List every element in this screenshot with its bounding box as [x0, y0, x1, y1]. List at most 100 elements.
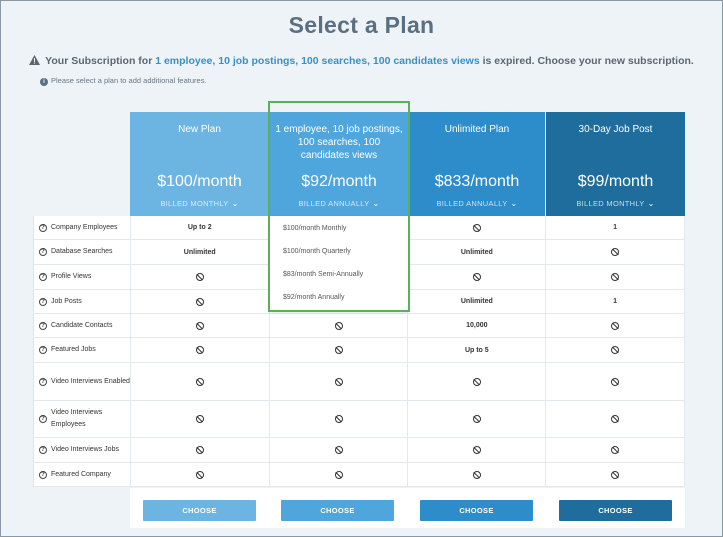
- page-title: Select a Plan: [288, 12, 435, 38]
- feature-row: ? Video Interviews Enabled: [34, 363, 685, 401]
- not-included-icon: [611, 321, 620, 330]
- feature-row: ? Video Interviews Employees: [34, 401, 685, 438]
- feature-label-text: Candidate Contacts: [51, 321, 113, 329]
- choose-button-30-day[interactable]: CHOOSE: [559, 500, 672, 521]
- not-included-icon: [611, 248, 620, 256]
- not-included-icon: [611, 470, 620, 479]
- not-included-icon: [611, 415, 620, 423]
- not-included-icon: [472, 377, 481, 386]
- billing-select-label: BILLED ANNUALLY: [436, 199, 508, 208]
- feature-cell: Unlimited: [131, 240, 270, 264]
- notice-suffix: is expired. Choose your new subscription…: [479, 55, 694, 67]
- info-icon: i: [40, 78, 48, 86]
- plan-price: $100/month: [157, 173, 242, 190]
- feature-cell: [270, 463, 409, 486]
- help-icon[interactable]: ?: [39, 321, 47, 330]
- plan-name: New Plan: [178, 124, 221, 135]
- plan-header-30-day: 30-Day Job Post $99/month BILLED MONTHLY…: [546, 112, 685, 216]
- feature-cell: [131, 314, 270, 337]
- subscription-notice: Your Subscription for 1 employee, 10 job…: [0, 55, 723, 67]
- feature-label-text: Featured Company: [51, 470, 111, 478]
- billing-select-label: BILLED ANNUALLY: [298, 199, 370, 208]
- feature-cell: [546, 438, 685, 462]
- notice-prefix: Your Subscription for: [45, 55, 156, 67]
- feature-label: ? Video Interviews Jobs: [34, 438, 131, 462]
- help-icon[interactable]: ?: [39, 297, 47, 306]
- not-included-icon: [195, 470, 204, 479]
- feature-label-text: Video Interviews Employees: [51, 409, 103, 428]
- selection-highlight: [268, 101, 410, 312]
- help-icon[interactable]: ?: [39, 470, 47, 479]
- feature-cell: Up to 5: [408, 338, 547, 362]
- feature-cell: [408, 265, 547, 289]
- not-included-icon: [195, 297, 204, 306]
- plan-name: Unlimited Plan: [444, 124, 510, 135]
- billing-option[interactable]: $92/month Annually: [283, 294, 345, 301]
- feature-cell: Up to 2: [131, 216, 270, 239]
- feature-label: ? Profile Views: [34, 265, 131, 289]
- billing-select[interactable]: BILLED MONTHLY ⌄: [130, 199, 269, 208]
- feature-label-text: Featured Jobs: [51, 346, 96, 353]
- feature-cell: Unlimited: [408, 290, 547, 313]
- plan-header-new: New Plan $100/month BILLED MONTHLY ⌄: [130, 112, 269, 216]
- plan-name: 30-Day Job Post: [578, 124, 653, 135]
- feature-cell: [546, 363, 685, 400]
- help-icon[interactable]: ?: [39, 415, 47, 423]
- plan-price: $92/month: [301, 173, 377, 190]
- choose-button-employee[interactable]: CHOOSE: [281, 500, 394, 521]
- feature-cell: [270, 438, 409, 462]
- billing-select[interactable]: BILLED ANNUALLY ⌄: [409, 199, 545, 208]
- feature-label: ? Video Interviews Enabled: [34, 363, 131, 400]
- choose-button-new[interactable]: CHOOSE: [143, 500, 256, 521]
- feature-label: ? Featured Company: [34, 463, 131, 486]
- help-icon[interactable]: ?: [39, 223, 47, 232]
- plan-hint: i Please select a plan to add additional …: [40, 76, 207, 86]
- help-icon[interactable]: ?: [39, 248, 47, 256]
- feature-cell: [546, 240, 685, 264]
- billing-option[interactable]: $100/month Monthly: [283, 225, 347, 232]
- help-icon[interactable]: ?: [39, 346, 47, 354]
- chevron-down-icon: ⌄: [647, 199, 655, 208]
- feature-cell: [270, 338, 409, 362]
- feature-label: ? Job Posts: [34, 290, 131, 313]
- feature-row: ? Video Interviews Jobs: [34, 438, 685, 463]
- feature-cell: [546, 314, 685, 337]
- plan-name: 1 employee, 10 job postings, 100 searche…: [275, 124, 403, 161]
- not-included-icon: [334, 346, 343, 354]
- help-icon[interactable]: ?: [39, 273, 47, 281]
- warning-icon: [29, 55, 41, 65]
- help-icon[interactable]: ?: [39, 446, 47, 454]
- billing-select[interactable]: BILLED ANNUALLY ⌄: [270, 199, 408, 208]
- feature-label: ? Candidate Contacts: [34, 314, 131, 337]
- not-included-icon: [472, 415, 481, 423]
- choose-button-row: CHOOSE CHOOSE CHOOSE CHOOSE: [130, 488, 685, 528]
- not-included-icon: [195, 377, 204, 386]
- feature-row: ? Candidate Contacts 10,000: [34, 314, 685, 338]
- choose-button-unlimited[interactable]: CHOOSE: [420, 500, 533, 521]
- not-included-icon: [334, 377, 343, 386]
- feature-cell: [131, 290, 270, 313]
- feature-cell: 1: [546, 290, 685, 313]
- not-included-icon: [334, 321, 343, 330]
- feature-cell: [131, 265, 270, 289]
- help-icon[interactable]: ?: [39, 377, 47, 386]
- feature-label-text: Database Searches: [51, 248, 113, 255]
- feature-cell: [131, 338, 270, 362]
- not-included-icon: [195, 415, 204, 423]
- plan-header-unlimited: Unlimited Plan $833/month BILLED ANNUALL…: [409, 112, 545, 216]
- feature-cell: [408, 463, 547, 486]
- feature-label: ? Database Searches: [34, 240, 131, 264]
- chevron-down-icon: ⌄: [231, 199, 239, 208]
- not-included-icon: [334, 415, 343, 423]
- billing-select[interactable]: BILLED MONTHLY ⌄: [546, 199, 685, 208]
- not-included-icon: [611, 346, 620, 354]
- billing-option[interactable]: $100/month Quarterly: [283, 248, 351, 255]
- not-included-icon: [334, 446, 343, 454]
- notice-plan-desc: 1 employee, 10 job postings, 100 searche…: [155, 55, 480, 67]
- feature-value: Unlimited: [460, 298, 493, 305]
- billing-option[interactable]: $83/month Semi-Annually: [283, 271, 364, 278]
- not-included-icon: [195, 321, 204, 330]
- not-included-icon: [334, 470, 343, 479]
- feature-cell: [131, 401, 270, 437]
- feature-label-text: Profile Views: [51, 273, 92, 280]
